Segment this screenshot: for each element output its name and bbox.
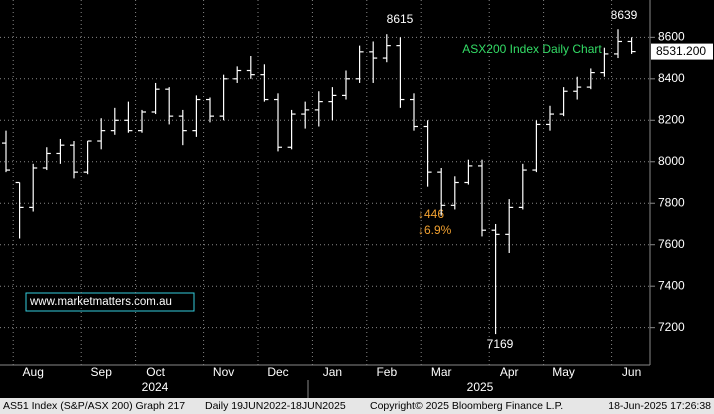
year-label: 2024 bbox=[142, 380, 169, 394]
y-tick-label: 8400 bbox=[658, 71, 685, 85]
x-tick-label: Mar bbox=[431, 365, 452, 379]
x-tick-label: May bbox=[552, 365, 575, 379]
x-tick-label: Feb bbox=[376, 365, 397, 379]
x-tick-label: Nov bbox=[213, 365, 234, 379]
footer-text: AS51 Index (S&P/ASX 200) Graph 217 bbox=[3, 400, 185, 412]
y-tick-label: 8000 bbox=[658, 154, 685, 168]
low-annotation: 7169 bbox=[487, 337, 514, 351]
drop-annotation: ↓6.9% bbox=[418, 223, 452, 237]
y-tick-label: 7200 bbox=[658, 320, 685, 334]
x-tick-label: Jan bbox=[323, 365, 342, 379]
x-tick-label: Jun bbox=[622, 365, 641, 379]
footer-text: Daily 19JUN2022-18JUN2025 bbox=[205, 400, 346, 412]
y-tick-label: 7400 bbox=[658, 278, 685, 292]
y-tick-label: 7800 bbox=[658, 195, 685, 209]
footer-bar bbox=[0, 398, 714, 414]
x-tick-label: Apr bbox=[500, 365, 519, 379]
y-tick-label: 8200 bbox=[658, 112, 685, 126]
x-tick-label: Sep bbox=[91, 365, 113, 379]
link: www.marketmatters.com.au bbox=[29, 296, 172, 308]
x-tick-label: Aug bbox=[23, 365, 44, 379]
chart-title: ASX200 Index Daily Chart bbox=[462, 42, 602, 56]
x-tick-label: Oct bbox=[146, 365, 165, 379]
footer-text: Copyright© 2025 Bloomberg Finance L.P. bbox=[370, 400, 563, 412]
y-tick-label: 7600 bbox=[658, 237, 685, 251]
high-annotation: 8615 bbox=[387, 12, 414, 26]
last-price-label: 8531.200 bbox=[656, 44, 706, 58]
footer-text: 18-Jun-2025 17:26:38 bbox=[608, 400, 711, 412]
last-price-box bbox=[651, 43, 713, 60]
year-label: 2025 bbox=[467, 380, 494, 394]
x-tick-label: Dec bbox=[267, 365, 288, 379]
drop-annotation: ↓446 bbox=[418, 207, 444, 221]
y-tick-label: 8600 bbox=[658, 30, 685, 44]
high-annotation: 8639 bbox=[611, 8, 638, 22]
link-box bbox=[25, 292, 195, 312]
